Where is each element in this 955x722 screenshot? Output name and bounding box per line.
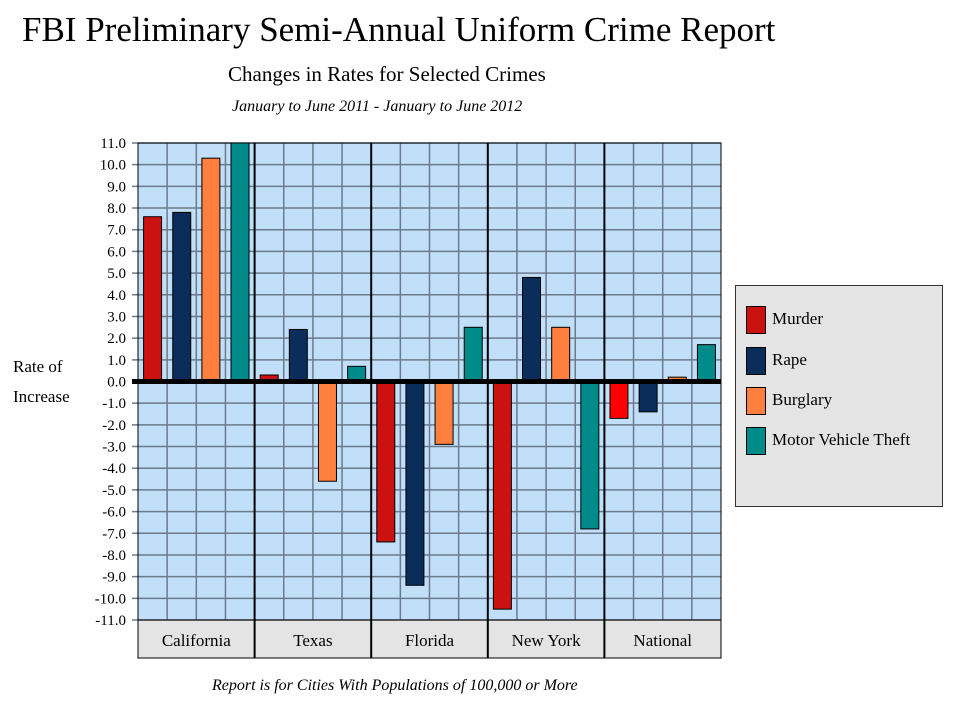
legend-label: Rape [772,350,807,369]
bar-burglary-california [201,157,221,382]
bar-murder-florida [376,381,396,543]
y-tick-label: -7.0 [102,526,126,542]
y-tick-label: -11.0 [95,613,126,629]
y-tick-label: -9.0 [102,570,126,586]
y-tick-label: -5.0 [102,483,126,499]
legend-swatch [746,347,766,375]
x-tick-label: National [633,631,692,650]
legend-swatch [746,427,766,455]
y-tick-label: 2.0 [107,331,126,347]
legend-label: Burglary [772,390,833,409]
bar-rape-new-york [522,276,542,382]
y-tick-label: 5.0 [107,266,126,282]
legend-swatch [746,387,766,415]
bar-motor-vehicle-theft-national [696,344,716,382]
y-tick-label: -10.0 [95,591,126,607]
y-tick-label: -3.0 [102,440,126,456]
bar-rape-national [638,381,658,413]
y-axis-label-line2: Increase [13,387,70,406]
bar-motor-vehicle-theft-florida [463,326,483,382]
y-tick-label: 7.0 [107,223,126,239]
bar-motor-vehicle-theft-california [230,142,250,382]
bar-burglary-florida [434,381,454,445]
bar-burglary-new-york [551,326,571,382]
y-tick-label: -4.0 [102,461,126,477]
y-tick-label: -1.0 [102,396,126,412]
bar-murder-national [609,381,629,419]
y-tick-label: 11.0 [100,136,126,152]
y-tick-label: 8.0 [107,201,126,217]
x-tick-label: Florida [405,631,455,650]
y-axis-label-line1: Rate of [13,357,63,376]
y-tick-label: 6.0 [107,244,126,260]
bar-burglary-texas [317,381,337,482]
y-tick-label: 9.0 [107,179,126,195]
y-tick-label: -6.0 [102,505,126,521]
y-tick-label: 0.0 [107,375,126,391]
y-tick-label: 3.0 [107,309,126,325]
chart-title: FBI Preliminary Semi-Annual Uniform Crim… [22,10,776,49]
legend: Murder Rape Burglary Motor Vehicle Theft [735,285,943,507]
y-axis-label: Rate of Increase [13,352,70,412]
y-tick-label: -8.0 [102,548,126,564]
y-tick-label: 10.0 [100,158,126,174]
chart-subtitle: Changes in Rates for Selected Crimes [228,62,546,86]
y-tick-label: -2.0 [102,418,126,434]
legend-label: Motor Vehicle Theft [772,430,911,449]
x-tick-label: New York [512,631,581,650]
x-tick-label: California [162,631,231,650]
x-tick-label: Texas [293,631,332,650]
category-band [137,619,722,659]
chart-period: January to June 2011 - January to June 2… [232,98,523,115]
bar-rape-florida [405,381,425,586]
legend-label: Murder [772,309,823,328]
footnote: Report is for Cities With Populations of… [212,677,578,694]
bar-rape-california [172,211,192,382]
bar-murder-new-york [492,381,512,610]
bar-murder-california [143,216,163,382]
y-tick-label: 4.0 [107,288,126,304]
bar-motor-vehicle-theft-new-york [580,381,600,530]
legend-swatch [746,306,766,334]
y-tick-label: 1.0 [107,353,126,369]
bar-rape-texas [288,328,308,382]
